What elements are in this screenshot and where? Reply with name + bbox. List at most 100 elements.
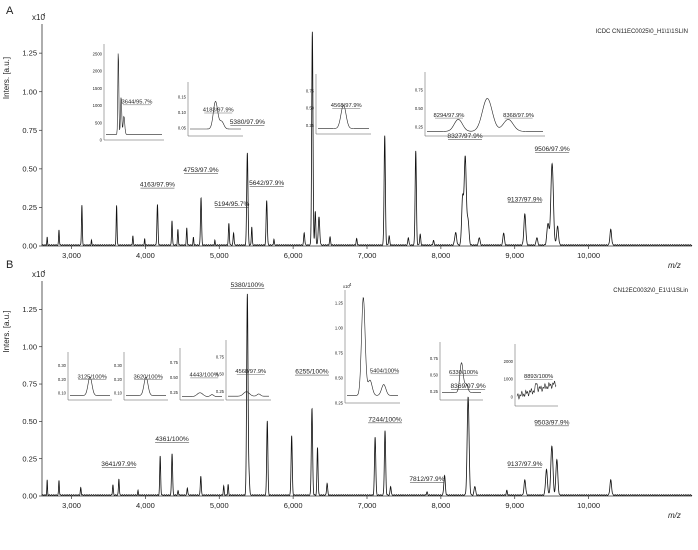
inset-plot: 0.25 0.50 0.75 6330/100% xyxy=(430,342,483,401)
inset-y-tick-label: 0.75 xyxy=(306,88,315,93)
x-tick-label: 4,000 xyxy=(136,501,155,510)
y-scale-exponent-power: 4 xyxy=(43,269,46,274)
inset-trace xyxy=(126,376,166,396)
x-tick-label: 4,000 xyxy=(136,251,155,260)
inset-plot: 0.05 0.10 0.15 4183/97.9% xyxy=(178,82,243,137)
inset-y-tick-label: 0.50 xyxy=(170,375,179,380)
inset-y-tick-label: 1500 xyxy=(93,86,103,91)
inset-y-tick-label: 0.75 xyxy=(216,354,225,359)
inset-peak-label: 8294/97.9% xyxy=(434,113,465,119)
peak-label: 7812/97.9% xyxy=(409,476,444,483)
inset-y-tick-label: 2000 xyxy=(504,359,514,364)
inset-y-tick-label: 0.25 xyxy=(216,389,225,394)
inset-plot: 0.25 0.50 0.75 8294/97.9% 8368/97.9% xyxy=(415,72,545,137)
inset-y-tick-label: 0 xyxy=(100,138,103,143)
y-tick-label: 0.25 xyxy=(22,203,37,212)
inset-peak-label: 5404/100% xyxy=(370,368,399,374)
inset-peak-label: 8368/97.9% xyxy=(503,113,534,119)
y-axis-title: Inters. [a.u.] xyxy=(2,57,11,99)
y-tick-label: 1.00 xyxy=(22,87,37,96)
peak-label: 8369/97.9% xyxy=(451,383,486,390)
inset-y-tick-label: 0.50 xyxy=(335,376,344,381)
x-tick-label: 6,000 xyxy=(284,501,303,510)
inset-scale-exponent-power: 4 xyxy=(349,282,352,287)
inset-plot: 0.10 0.20 0.30 3620/100% xyxy=(114,352,168,401)
y-tick-label: 0.75 xyxy=(22,126,37,135)
x-tick-label: 3,000 xyxy=(62,501,81,510)
y-tick-label: 0.75 xyxy=(22,380,37,389)
inset-trace xyxy=(318,104,369,129)
inset-y-tick-label: 0.25 xyxy=(415,124,424,129)
inset-trace xyxy=(228,391,269,397)
inset-trace xyxy=(347,296,398,396)
inset-y-tick-label: 0.25 xyxy=(335,401,344,406)
inset-y-tick-label: 0 xyxy=(511,395,514,400)
inset-y-tick-label: 0.20 xyxy=(58,377,67,382)
inset-y-tick-label: 0.15 xyxy=(178,95,187,100)
spectrum-line xyxy=(41,293,693,496)
spectrum-line xyxy=(41,31,693,246)
inset-peak-label: 3620/100% xyxy=(134,374,163,380)
inset-y-tick-label: 0.75 xyxy=(415,87,424,92)
inset-y-tick-label: 0.10 xyxy=(178,110,187,115)
inset-peak-label: 4568/97.9% xyxy=(331,103,362,109)
inset-y-tick-label: 0.05 xyxy=(178,126,187,131)
peak-label: 9503/97.9% xyxy=(534,419,569,426)
x-tick-label: 9,000 xyxy=(505,501,524,510)
inset-peak-label: 4568/97.9% xyxy=(235,369,266,375)
peak-label: 3641/97.9% xyxy=(101,461,136,468)
inset-y-tick-label: 1.00 xyxy=(335,326,344,331)
y-scale-exponent-power: 4 xyxy=(43,12,46,17)
inset-peak-label: 3125/100% xyxy=(78,374,107,380)
inset-trace xyxy=(182,392,222,397)
inset-scale-exponent: x10 xyxy=(343,284,350,289)
y-axis-title: Inters. [a.u.] xyxy=(2,310,11,352)
inset-y-tick-label: 2500 xyxy=(93,51,103,56)
inset-y-tick-label: 0.20 xyxy=(114,377,123,382)
x-axis-title: m/z xyxy=(668,261,681,270)
peak-label: 8327/97.9% xyxy=(447,133,482,140)
peak-label: 6255/100% xyxy=(295,369,329,376)
y-tick-label: 1.00 xyxy=(22,342,37,351)
inset-y-tick-label: 0.25 xyxy=(306,123,315,128)
y-tick-label: 0.50 xyxy=(22,417,37,426)
inset-y-tick-label: 0.75 xyxy=(430,356,439,361)
inset-y-tick-label: 0.10 xyxy=(58,391,67,396)
x-tick-label: 5,000 xyxy=(210,501,229,510)
x-tick-label: 6,000 xyxy=(284,251,303,260)
x-tick-label: 8,000 xyxy=(431,251,450,260)
x-tick-label: 10,000 xyxy=(577,251,600,260)
y-tick-label: 1.25 xyxy=(22,49,37,58)
inset-plot: 0.25 0.50 0.75 4568/97.9% xyxy=(306,74,371,135)
x-axis-title: m/z xyxy=(668,511,681,520)
x-tick-label: 7,000 xyxy=(358,501,377,510)
x-tick-label: 9,000 xyxy=(505,251,524,260)
inset-peak-label: 3644/95.7% xyxy=(122,100,153,106)
panel-letter: A xyxy=(6,5,14,17)
inset-plot: 0 1000 2000 8893/100% xyxy=(504,344,558,407)
inset-y-tick-label: 0.75 xyxy=(335,351,344,356)
x-tick-label: 3,000 xyxy=(62,251,81,260)
panel-a: A 0.00 0.25 0.50 0.75 1.00 1.25 3,000 4,000 5,000… xyxy=(2,5,693,270)
x-tick-label: 7,000 xyxy=(358,251,377,260)
inset-peak-label: 4443/100% xyxy=(190,373,219,379)
x-tick-label: 5,000 xyxy=(210,251,229,260)
peak-label: 5194/95.7% xyxy=(214,201,249,208)
x-tick-label: 8,000 xyxy=(431,501,450,510)
inset-trace xyxy=(70,376,110,396)
inset-trace xyxy=(516,380,557,400)
peak-label: 4753/97.9% xyxy=(183,167,218,174)
panel-letter: B xyxy=(6,259,13,271)
peak-label: 9137/97.9% xyxy=(507,461,542,468)
peak-label: 5642/97.9% xyxy=(249,180,284,187)
legend-entry: ICDC CN11EC0025\0_H1\1\1SLIN xyxy=(596,29,688,35)
inset-y-tick-label: 0.50 xyxy=(415,106,424,111)
inset-y-tick-label: 0.30 xyxy=(114,363,123,368)
inset-y-tick-label: 1000 xyxy=(504,377,514,382)
inset-plot: 0.25 0.50 0.75 4443/100% xyxy=(170,348,224,401)
inset-peak-label: 6330/100% xyxy=(449,370,478,376)
peak-label: 4361/100% xyxy=(155,436,189,443)
inset-plot: 0.10 0.20 0.30 3125/100% xyxy=(58,352,112,401)
inset-y-tick-label: 0.10 xyxy=(114,391,123,396)
